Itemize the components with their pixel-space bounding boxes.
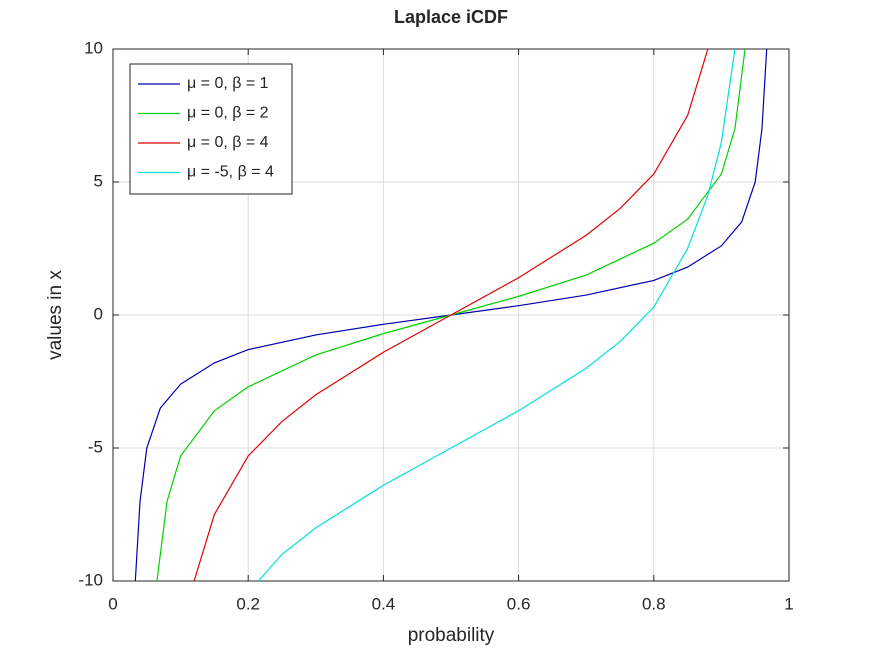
x-tick-label: 0.2 — [236, 594, 260, 613]
y-tick-label: 0 — [94, 304, 103, 323]
legend-label: μ = 0, β = 4 — [187, 134, 269, 151]
x-axis-label: probability — [408, 625, 495, 646]
y-tick-label: 5 — [94, 171, 103, 190]
series-line — [193, 49, 709, 581]
chart-title: Laplace iCDF — [394, 7, 508, 27]
x-tick-label: 0.4 — [372, 594, 396, 613]
plot-frame — [112, 48, 790, 582]
y-tick-label: 10 — [84, 38, 103, 57]
series-line — [257, 49, 736, 581]
x-tick-label: 0.6 — [507, 594, 531, 613]
plot-area — [134, 49, 768, 581]
y-tick-label: -5 — [88, 437, 103, 456]
legend-label: μ = 0, β = 2 — [187, 105, 269, 122]
x-tick-label: 0.8 — [642, 594, 666, 613]
legend-label: μ = 0, β = 1 — [187, 75, 269, 92]
legend-label: μ = -5, β = 4 — [187, 164, 274, 181]
y-tick-label: -10 — [78, 570, 103, 589]
y-axis-label: values in x — [45, 270, 66, 360]
x-tick-label: 1 — [784, 594, 793, 613]
x-tick-label: 0 — [108, 594, 117, 613]
